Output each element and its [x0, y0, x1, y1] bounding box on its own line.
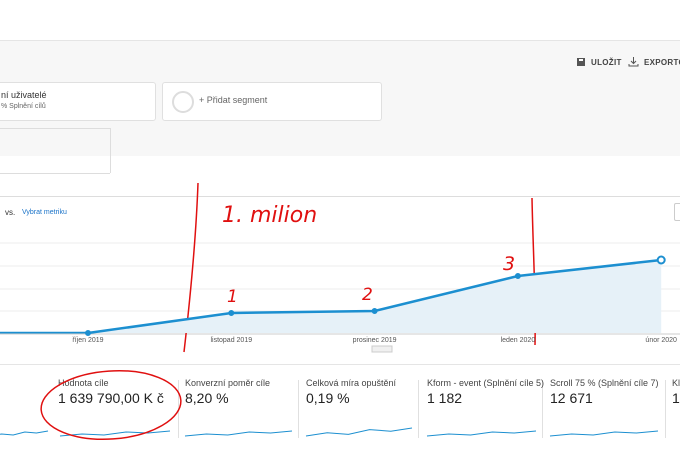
line-chart: říjen 2019 listopad 2019 prosinec 2019 lede…	[0, 182, 680, 353]
handwritten-note: 2	[362, 285, 373, 305]
divider	[0, 364, 680, 365]
point	[371, 308, 378, 314]
divider	[0, 128, 110, 129]
metric-name: Hodnota cíle	[58, 378, 109, 388]
handwritten-note: 3	[503, 253, 515, 275]
metric-name: Scroll 75 % (Splnění cíle 7)	[550, 378, 659, 388]
segment-name: ní uživatelé	[1, 90, 47, 100]
point	[656, 255, 666, 265]
vs-label: vs.	[5, 208, 16, 217]
metric-value: 12 671	[550, 390, 593, 406]
segment-card[interactable]: ní uživatelé % Splnění cílů	[0, 82, 156, 121]
point	[85, 330, 91, 336]
add-segment[interactable]: + Přidat segment	[162, 82, 382, 121]
sparkline	[426, 430, 537, 437]
save-button[interactable]: ULOŽIT	[591, 58, 622, 67]
panel-border	[0, 196, 680, 197]
sparkline	[305, 427, 413, 437]
divider	[418, 380, 419, 438]
segment-detail: % Splnění cílů	[1, 103, 46, 110]
point	[514, 273, 521, 279]
metric-value: 1 182	[427, 390, 463, 406]
point	[228, 310, 235, 316]
handwritten-note: 1	[227, 287, 238, 307]
select-metric[interactable]: Vybrat metriku	[22, 209, 67, 216]
x-tick-label: listopad 2019	[210, 337, 252, 344]
segment-circle	[172, 91, 194, 113]
metric-name: Kli cíl	[672, 378, 680, 388]
hand-line	[183, 182, 199, 353]
x-tick-label: únor 2020	[645, 337, 677, 344]
divider	[298, 380, 299, 438]
sparkline	[549, 430, 659, 437]
scroll-handle[interactable]	[371, 345, 393, 353]
metric-value: 1 639 790,00 K č	[58, 390, 164, 406]
sparklines	[0, 427, 659, 437]
metric-name: Celková míra opuštění	[306, 378, 397, 388]
divider	[665, 380, 666, 438]
add-segment-label: + Přidat segment	[199, 95, 268, 105]
chart-menu[interactable]	[674, 203, 680, 221]
x-tick-label: prosinec 2019	[353, 337, 397, 344]
divider	[0, 40, 680, 41]
export-icon	[628, 57, 639, 67]
save-icon	[577, 58, 585, 66]
sparkline	[59, 430, 171, 437]
divider	[542, 380, 543, 438]
divider	[110, 128, 111, 173]
metric-value: 1	[672, 390, 680, 406]
export-button[interactable]: EXPORTOV	[644, 58, 680, 67]
x-tick-label: leden 2020	[501, 337, 536, 344]
x-tick-label: říjen 2019	[72, 337, 103, 344]
sparkline	[0, 430, 49, 436]
metric-name: Kform - event (Splnění cíle 5)	[427, 378, 545, 388]
metric-value: 8,20 %	[185, 390, 229, 406]
handwritten-note: 1. milion	[222, 203, 317, 228]
metric-value: 0,19 %	[306, 390, 350, 406]
divider	[0, 173, 110, 174]
hand-circle	[40, 369, 182, 441]
sparkline	[184, 430, 293, 437]
metric-name: Konverzní poměr cíle	[185, 378, 271, 388]
